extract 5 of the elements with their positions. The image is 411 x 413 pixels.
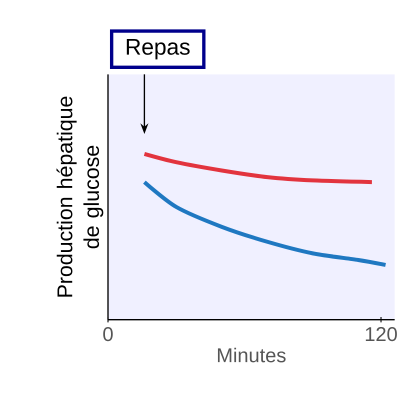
- y-axis-title: Production hépatique de glucose: [56, 96, 104, 297]
- x-tick-label: 0: [103, 327, 113, 342]
- x-tick-label: 120: [366, 327, 397, 342]
- x-axis-title: Minutes: [218, 348, 286, 362]
- text: Repas: [126, 39, 190, 60]
